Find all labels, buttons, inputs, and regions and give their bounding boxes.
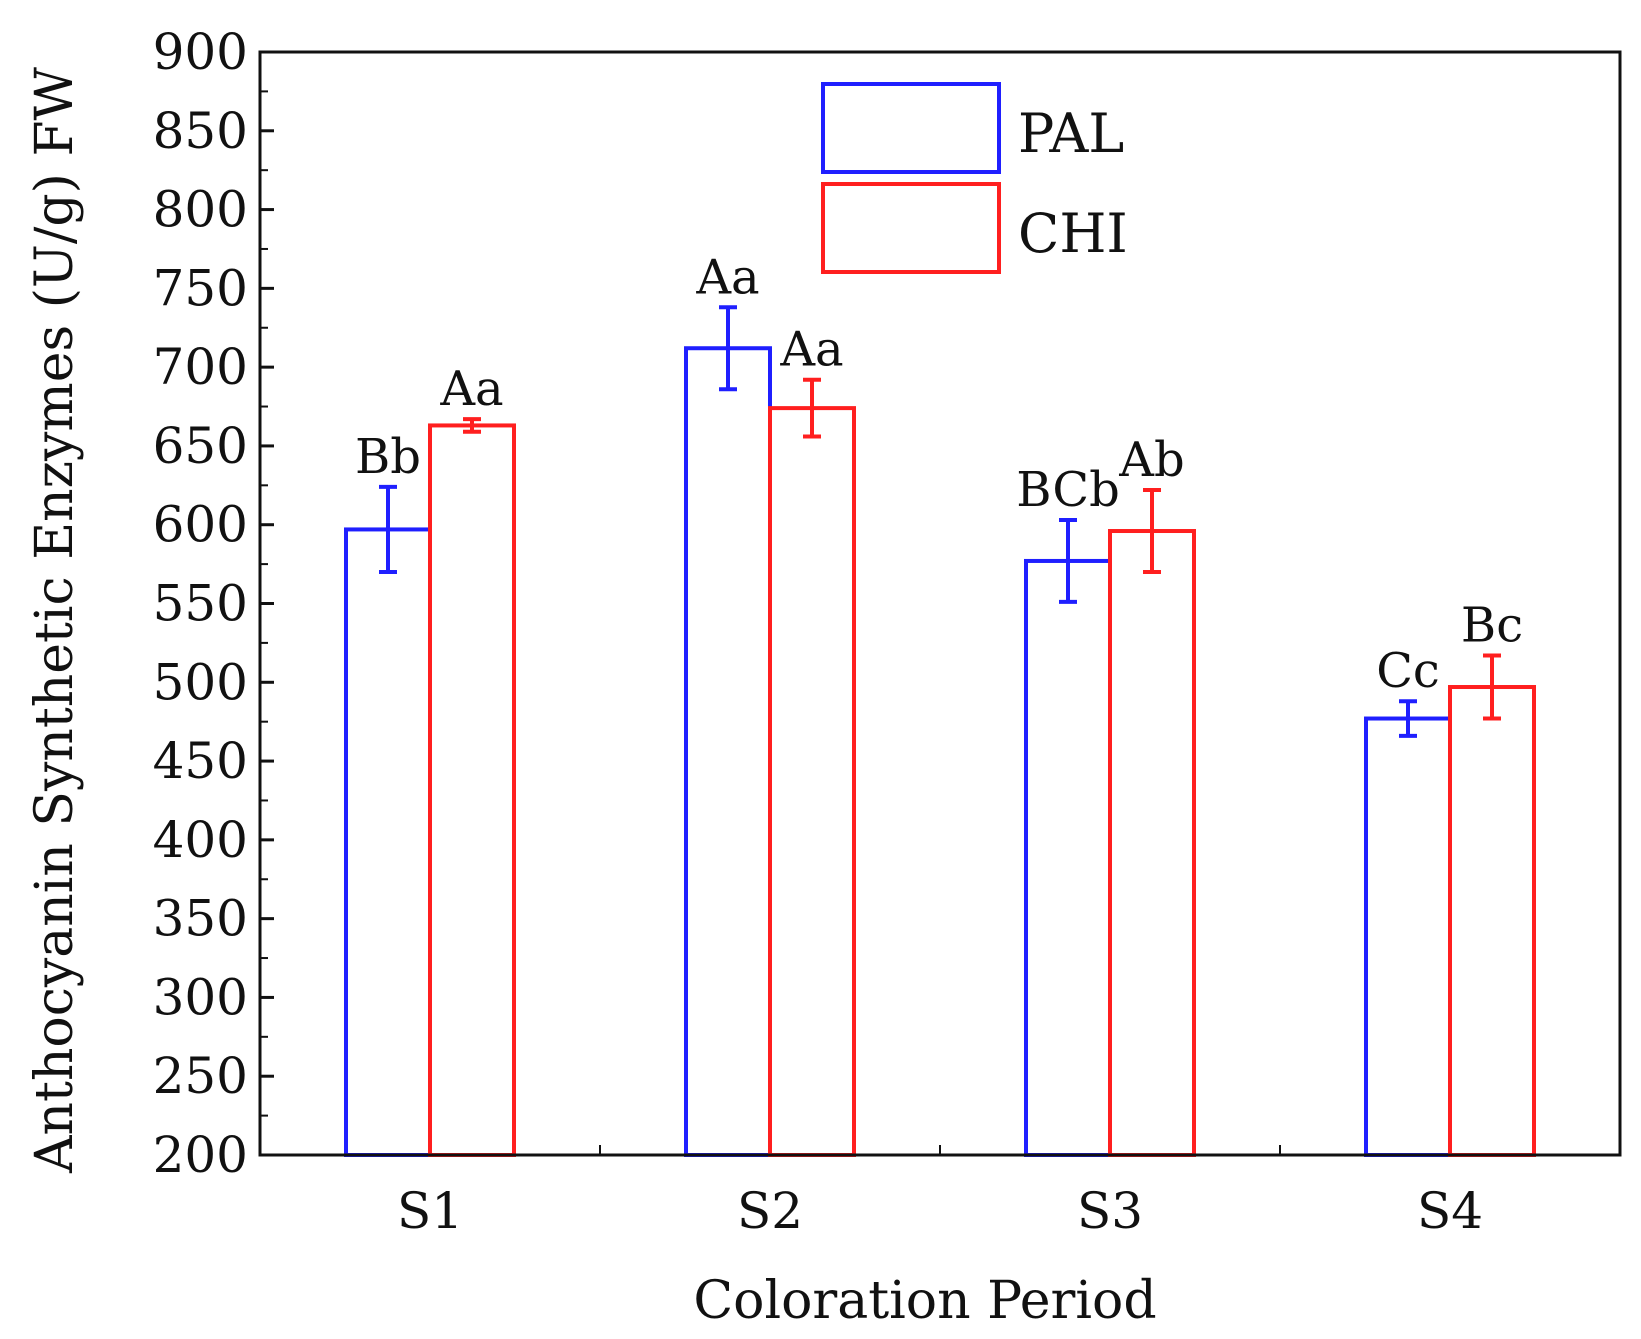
significance-label-chi-s3: Ab	[1118, 432, 1184, 488]
x-tick-label-s2: S2	[737, 1182, 803, 1240]
bar-pal-s4	[1364, 716, 1452, 1158]
error-bar-pal-s4	[1399, 699, 1417, 738]
error-bar-pal-s3	[1059, 517, 1077, 604]
significance-label-chi-s2: Aa	[779, 322, 843, 378]
y-axis: 200 250 300 350 400 450 500 550 600 650 700 750 800 8…	[153, 23, 274, 1184]
y-tick-label-550: 550	[153, 575, 248, 633]
legend-swatch-chi	[821, 182, 1001, 274]
legend-swatch-pal	[821, 82, 1001, 174]
y-tick-label-350: 350	[153, 890, 248, 948]
x-axis: S1 S2 S3 S4	[397, 1145, 1483, 1240]
bar-pal-s1	[344, 527, 432, 1157]
bar-pal-s3	[1024, 558, 1112, 1157]
x-tick-label-s1: S1	[397, 1182, 463, 1240]
y-tick-label-700: 700	[153, 338, 248, 396]
y-tick-label-600: 600	[153, 496, 248, 554]
x-tick-label-s3: S3	[1077, 1182, 1143, 1240]
y-tick-label-900: 900	[153, 23, 248, 81]
error-bar-chi-s1	[463, 417, 481, 434]
bar-chi-s3	[1108, 529, 1196, 1157]
y-tick-label-400: 400	[153, 811, 248, 869]
x-axis-title: Coloration Period	[693, 1271, 1156, 1331]
error-bar-pal-s2	[719, 305, 737, 392]
y-tick-label-450: 450	[153, 732, 248, 790]
significance-label-chi-s1: Aa	[439, 361, 503, 417]
x-tick-label-s4: S4	[1417, 1182, 1483, 1240]
bar-chi-s2	[768, 406, 856, 1157]
significance-label-pal-s3: BCb	[1016, 462, 1120, 518]
y-axis-title: Anthocyanin Synthetic Enzymes (U/g) FW	[25, 66, 85, 1174]
legend-label-chi: CHI	[1018, 202, 1128, 265]
bars-layer	[344, 346, 1536, 1158]
error-bar-chi-s4	[1483, 653, 1501, 721]
bar-chi-s1	[428, 423, 516, 1157]
y-tick-label-200: 200	[153, 1126, 248, 1184]
error-bar-pal-s1	[379, 484, 397, 574]
y-tick-label-850: 850	[153, 102, 248, 160]
error-bar-chi-s2	[803, 377, 821, 439]
y-tick-label-800: 800	[153, 181, 248, 239]
significance-label-pal-s2: Aa	[695, 249, 759, 305]
bar-pal-s2	[684, 346, 772, 1157]
y-tick-label-650: 650	[153, 417, 248, 475]
y-tick-label-300: 300	[153, 968, 248, 1026]
legend: PAL CHI	[821, 82, 1128, 274]
error-bar-chi-s3	[1143, 488, 1161, 574]
legend-label-pal: PAL	[1018, 102, 1124, 165]
y-tick-label-250: 250	[153, 1047, 248, 1105]
y-tick-label-750: 750	[153, 259, 248, 317]
bar-chi-s4	[1448, 685, 1536, 1158]
significance-label-pal-s1: Bb	[355, 429, 421, 485]
error-bars-layer	[379, 305, 1501, 738]
significance-label-chi-s4: Bc	[1461, 597, 1523, 653]
y-tick-label-500: 500	[153, 653, 248, 711]
significance-label-pal-s4: Cc	[1376, 643, 1440, 699]
